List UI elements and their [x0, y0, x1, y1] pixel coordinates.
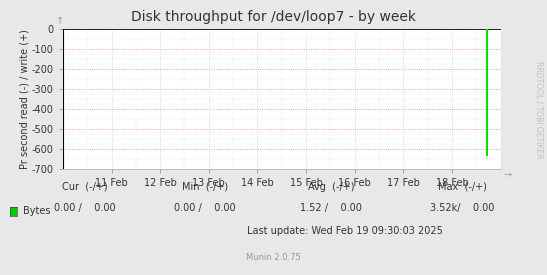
- Text: Cur  (-/+): Cur (-/+): [62, 182, 108, 192]
- Text: 1.52 /    0.00: 1.52 / 0.00: [300, 203, 362, 213]
- Y-axis label: Pr second read (-) / write (+): Pr second read (-) / write (+): [19, 29, 29, 169]
- Text: Disk throughput for /dev/loop7 - by week: Disk throughput for /dev/loop7 - by week: [131, 10, 416, 24]
- Text: 3.52k/    0.00: 3.52k/ 0.00: [430, 203, 494, 213]
- Text: 0.00 /    0.00: 0.00 / 0.00: [54, 203, 115, 213]
- Text: →: →: [503, 170, 511, 180]
- Text: Min  (-/+): Min (-/+): [182, 182, 228, 192]
- Text: Max  (-/+): Max (-/+): [438, 182, 487, 192]
- Text: ↑: ↑: [56, 16, 64, 26]
- Text: Last update: Wed Feb 19 09:30:03 2025: Last update: Wed Feb 19 09:30:03 2025: [247, 226, 443, 236]
- Text: Bytes: Bytes: [23, 206, 50, 216]
- Text: Avg  (-/+): Avg (-/+): [307, 182, 354, 192]
- Text: RRDTOOL / TOBI OETIKER: RRDTOOL / TOBI OETIKER: [534, 61, 543, 159]
- Text: Munin 2.0.75: Munin 2.0.75: [246, 253, 301, 262]
- Text: 0.00 /    0.00: 0.00 / 0.00: [174, 203, 236, 213]
